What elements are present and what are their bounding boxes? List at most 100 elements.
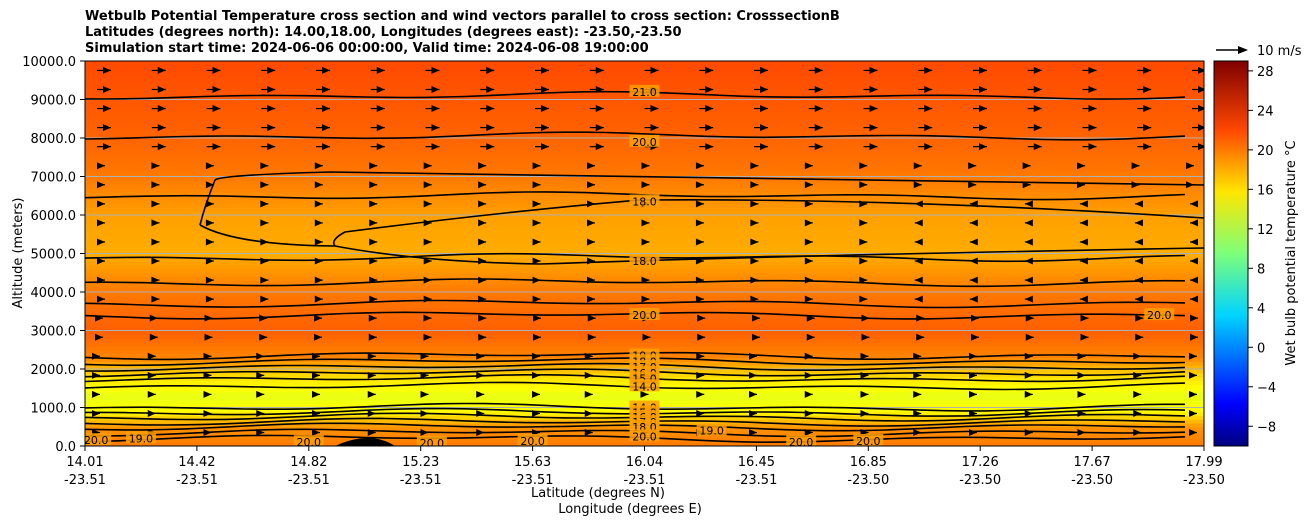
wind-vector-head <box>532 390 540 398</box>
wind-vector-head <box>532 219 541 227</box>
wind-vector-head <box>212 105 221 113</box>
wind-vector-head <box>969 390 977 398</box>
wind-vector-head <box>587 162 596 170</box>
wind-vector-head <box>1077 352 1086 360</box>
wind-vector-head <box>267 85 276 93</box>
wind-vector-head <box>859 162 868 170</box>
wind-vector-head <box>260 181 269 189</box>
wind-vector-head <box>1077 409 1086 417</box>
wind-vector-head <box>532 200 541 208</box>
temperature-band <box>85 72 1204 77</box>
wind-vector-head <box>749 390 757 398</box>
wind-vector-head <box>92 371 100 379</box>
wind-vector-head <box>92 352 100 360</box>
wind-vector-head <box>369 162 378 170</box>
wind-vector-head <box>1080 314 1089 322</box>
wind-vector-head <box>1198 66 1204 74</box>
wind-vector-head <box>151 238 160 246</box>
wind-vector-head <box>369 181 378 189</box>
wind-vector-head <box>916 314 925 322</box>
wind-vector-head <box>760 85 768 93</box>
wind-vector-head <box>924 124 933 132</box>
wind-vector-head <box>804 352 813 360</box>
wind-vector-head <box>641 295 650 303</box>
contour-label: 21.0 <box>632 86 657 99</box>
wind-vector-head <box>750 181 759 189</box>
wind-vector-head <box>204 314 213 322</box>
wind-vector-head <box>478 333 487 341</box>
wind-vector-head <box>1189 390 1197 398</box>
wind-vector-head <box>913 162 922 170</box>
wind-vector-head <box>587 295 596 303</box>
wind-vector-head <box>423 200 432 208</box>
wind-vector-head <box>486 66 495 74</box>
wind-vector-head <box>478 295 487 303</box>
wind-vector-head <box>641 219 650 227</box>
wind-vector-head <box>367 429 376 437</box>
temperature-band <box>85 288 1204 293</box>
wind-vector-head <box>420 429 429 437</box>
wind-vector-head <box>697 333 706 341</box>
wind-vector-head <box>478 257 487 265</box>
temperature-band <box>85 395 1204 401</box>
wind-vector-head <box>369 276 378 284</box>
wind-vector-head <box>157 85 166 93</box>
wind-vector-head <box>913 409 922 417</box>
wind-vector-head <box>314 314 322 322</box>
wind-vector-head <box>97 219 105 227</box>
wind-vector-head <box>1135 314 1144 322</box>
wind-vector-head <box>532 276 541 284</box>
wind-vector-head <box>431 105 440 113</box>
wind-vector-head <box>595 143 604 151</box>
x-tick-label-lat: 14.42 <box>178 455 215 470</box>
wind-vector-head <box>595 124 604 132</box>
wind-vector-head <box>1033 124 1042 132</box>
contour-label-bg <box>416 435 447 446</box>
wind-vector-head <box>423 219 432 227</box>
wind-vector-head <box>420 371 429 379</box>
wind-vector-head <box>369 200 378 208</box>
wind-vector-head <box>584 390 593 398</box>
y-axis-label: Altitude (meters) <box>11 198 26 309</box>
wind-vector-head <box>969 238 978 246</box>
contour-label: 19.0 <box>699 425 724 438</box>
colorbar-ticks: −8 −4 0 4 8 12 16 20 24 28 <box>1248 65 1276 435</box>
wind-vector-head <box>1135 333 1144 341</box>
wind-vector-head <box>1033 105 1042 113</box>
wind-vector-head <box>541 105 549 113</box>
wind-vector-head <box>314 257 323 265</box>
wind-vector-head <box>587 200 596 208</box>
temperature-band <box>85 114 1204 120</box>
wind-vector-head <box>420 390 429 398</box>
wind-vector-head <box>1143 124 1152 132</box>
temperature-band <box>85 322 1204 328</box>
wind-vector-head <box>642 333 651 341</box>
wind-vector-head <box>314 200 323 208</box>
wind-vector-head <box>695 276 704 284</box>
chart-title-line-3: Simulation start time: 2024-06-06 00:00:… <box>85 41 649 56</box>
wind-vector-head <box>367 371 376 379</box>
temperature-band <box>85 272 1204 278</box>
colorbar-tick-label: 12 <box>1257 223 1274 238</box>
x-tick-label-lat: 16.85 <box>850 455 887 470</box>
wind-vector-head <box>1077 181 1086 189</box>
x-tick-label-lon: -23.51 <box>512 473 554 488</box>
wind-vector-head <box>376 143 385 151</box>
wind-vector-head <box>541 66 549 74</box>
wind-vector-head <box>804 390 813 398</box>
wind-vector-head <box>312 429 320 437</box>
wind-vector-head <box>147 352 156 360</box>
x-tick-label-lon: -23.50 <box>959 473 1001 488</box>
wind-vector-head <box>641 181 650 189</box>
wind-vector-head <box>860 352 869 360</box>
wind-vector-head <box>641 162 650 170</box>
wind-vector-head <box>1134 295 1143 303</box>
wind-vector-head <box>924 143 933 151</box>
wind-vector-head <box>376 66 385 74</box>
wind-vector-head <box>695 200 704 208</box>
contour-label-bg <box>85 433 112 446</box>
wind-vector-head <box>804 181 813 189</box>
temperature-band <box>85 130 1204 135</box>
y-tick-label: 3000.0 <box>31 325 77 340</box>
